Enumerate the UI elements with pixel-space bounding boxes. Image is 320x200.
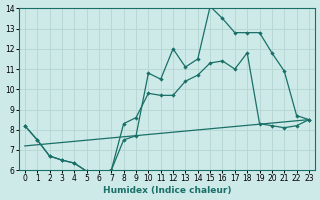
X-axis label: Humidex (Indice chaleur): Humidex (Indice chaleur) bbox=[103, 186, 231, 195]
